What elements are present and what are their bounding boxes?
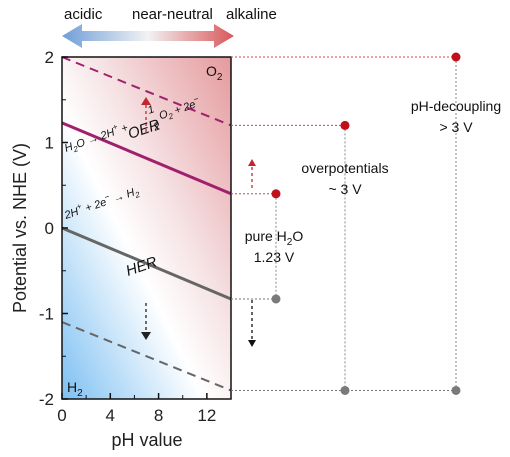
lower-dashed-line bbox=[61, 321, 232, 392]
oer-line bbox=[61, 121, 232, 196]
connector-lines bbox=[231, 56, 457, 391]
svg-text:2: 2 bbox=[151, 120, 162, 134]
x-axis-ticks: 0 4 8 12 bbox=[57, 393, 216, 425]
pure-water-label: pure H2O bbox=[245, 228, 304, 248]
x-axis-title: pH value bbox=[111, 430, 182, 450]
overpotentials-value: ~ 3 V bbox=[328, 181, 362, 197]
acidic-label: acidic bbox=[64, 6, 103, 23]
x-tick-label: 8 bbox=[154, 406, 163, 425]
y-axis-title: Potential vs. NHE (V) bbox=[10, 143, 30, 313]
pure-water-up-arrow bbox=[248, 159, 256, 188]
x-tick-label: 4 bbox=[106, 406, 115, 425]
y-tick-label: -2 bbox=[39, 390, 54, 409]
h2-region-label: H2 bbox=[67, 379, 83, 399]
near-neutral-label: near-neutral bbox=[132, 6, 213, 23]
svg-text:1: 1 bbox=[146, 103, 156, 116]
y-axis-ticks: 2 1 0 -1 -2 bbox=[39, 48, 68, 409]
ph-direction-arrow bbox=[62, 24, 234, 48]
overpotentials-bottom-point bbox=[340, 385, 350, 395]
alkaline-label: alkaline bbox=[226, 6, 277, 23]
x-tick-label: 12 bbox=[197, 406, 216, 425]
x-tick-label: 0 bbox=[57, 406, 66, 425]
decoupling-label: pH-decoupling bbox=[411, 98, 501, 114]
overpotentials-label: overpotentials bbox=[301, 160, 388, 176]
pure_water-top-point bbox=[271, 189, 281, 199]
overpotentials-top-point bbox=[340, 120, 350, 130]
pure_water-bottom-point bbox=[271, 294, 281, 304]
y-tick-label: 0 bbox=[45, 219, 54, 238]
o2-region-label: O2 bbox=[206, 63, 223, 83]
oer-overpotential-arrow bbox=[141, 97, 151, 132]
decoupling-top-point bbox=[451, 52, 461, 62]
y-tick-label: -1 bbox=[39, 305, 54, 324]
decoupling-value: > 3 V bbox=[439, 119, 473, 135]
her-line bbox=[61, 226, 232, 301]
upper-dashed-line bbox=[61, 56, 232, 127]
pure-water-down-arrow bbox=[248, 300, 256, 347]
comparison-points bbox=[271, 52, 461, 395]
pure-water-value: 1.23 V bbox=[254, 249, 295, 265]
y-tick-label: 1 bbox=[45, 134, 54, 153]
her-overpotential-arrow bbox=[141, 303, 151, 340]
y-tick-label: 2 bbox=[45, 48, 54, 67]
decoupling-bottom-point bbox=[451, 385, 461, 395]
